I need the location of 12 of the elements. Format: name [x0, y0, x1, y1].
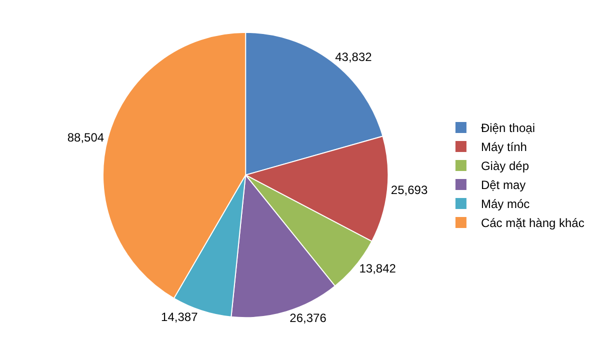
data-label: 14,387	[161, 310, 198, 324]
data-label: 43,832	[335, 50, 372, 64]
data-label: 26,376	[290, 311, 327, 326]
data-label: 25,693	[390, 182, 428, 197]
legend-label: Máy móc	[480, 197, 530, 212]
legend-label: Máy tính	[480, 140, 527, 154]
legend-label: Điện thoại	[480, 121, 536, 136]
data-label: 13,842	[359, 261, 396, 276]
legend-label: Giày dép	[480, 159, 530, 174]
legend-label: Dệt may	[480, 178, 526, 192]
data-label: 88,504	[67, 130, 104, 144]
legend-label: Các mặt hàng khác	[480, 216, 584, 230]
